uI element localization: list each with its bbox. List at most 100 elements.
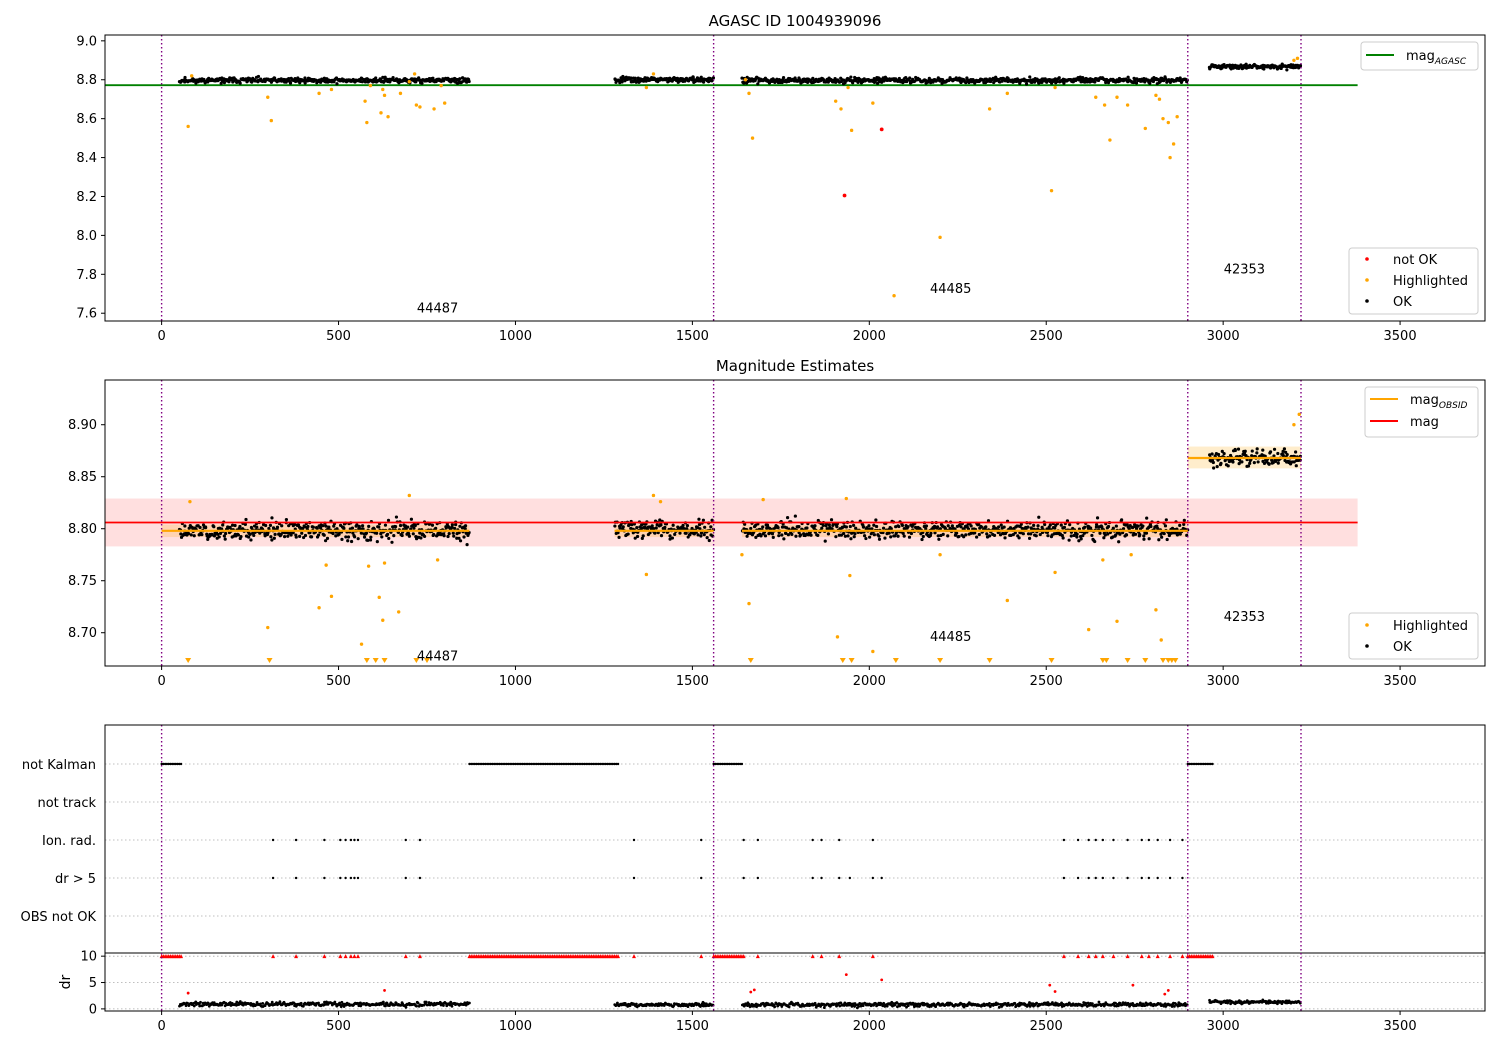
magest-ok-point bbox=[941, 532, 945, 536]
agasc-ok-point bbox=[381, 75, 385, 79]
magest-ok-point bbox=[618, 526, 622, 530]
magest-ok-point bbox=[1231, 460, 1235, 464]
not-kalman-flag-point bbox=[544, 762, 547, 766]
not-kalman-flag-point bbox=[521, 762, 524, 766]
magest-ok-point bbox=[1211, 460, 1215, 465]
magest-ok-point bbox=[1294, 464, 1298, 468]
not-kalman-flag-point bbox=[1198, 762, 1202, 766]
dr-y-tick-label: 5 bbox=[89, 976, 97, 991]
dr-gt-5-flag-point bbox=[344, 876, 347, 880]
agasc-highlighted-point bbox=[1108, 138, 1112, 142]
magest-ok-point bbox=[375, 540, 379, 544]
magest-ok-point bbox=[936, 534, 940, 538]
not-kalman-flag-point bbox=[516, 762, 519, 766]
flags-x-tick-label: 3000 bbox=[1207, 1019, 1240, 1034]
magest-ok-point bbox=[362, 535, 367, 539]
dr-ok-point bbox=[997, 1005, 1001, 1009]
agasc-highlighted-point bbox=[269, 118, 274, 123]
dr-capped-marker bbox=[1155, 954, 1160, 959]
magest-ok-point bbox=[368, 538, 373, 542]
dr-gt-5-flag-point bbox=[356, 876, 360, 880]
ion-rad-flag-point bbox=[356, 838, 360, 842]
dr-gt-5-flag-point bbox=[1076, 876, 1080, 880]
magest-highlighted-point bbox=[1297, 412, 1301, 417]
not-kalman-flag-point bbox=[1188, 762, 1191, 766]
magest-ok-point bbox=[322, 533, 326, 537]
agasc-ok-point bbox=[690, 78, 694, 82]
magest-ok-point bbox=[784, 531, 788, 535]
magest-ok-point bbox=[1106, 532, 1110, 536]
offscale-low-marker bbox=[1124, 658, 1131, 663]
magest-ok-point bbox=[1062, 525, 1067, 529]
magest-ok-point bbox=[390, 540, 394, 544]
ion-rad-flag-point bbox=[344, 838, 347, 842]
magest-ok-point bbox=[710, 518, 714, 522]
dr-ok-point bbox=[1005, 1004, 1009, 1007]
dr-gt-5-flag-point bbox=[1094, 876, 1097, 880]
magest-ok-point bbox=[809, 533, 813, 537]
not-kalman-flag-point bbox=[531, 762, 535, 766]
magest-ok-point bbox=[617, 535, 621, 539]
not-kalman-flag-point bbox=[1209, 762, 1212, 766]
magest-ok-point bbox=[1118, 532, 1122, 536]
dr-ok-point bbox=[199, 1000, 202, 1004]
agasc-ok-point bbox=[420, 81, 424, 85]
magest-y-tick-label: 8.85 bbox=[68, 470, 97, 485]
agasc-x-tick-label: 0 bbox=[157, 329, 165, 344]
magest-ok-point bbox=[823, 539, 827, 543]
dr-gt-5-flag-point bbox=[848, 876, 852, 880]
not-kalman-flag-point bbox=[717, 762, 721, 766]
not-kalman-flag-point bbox=[592, 762, 595, 766]
not-kalman-flag-point bbox=[528, 762, 531, 766]
magest-ok-point bbox=[681, 523, 685, 528]
dr-capped-marker bbox=[352, 954, 357, 959]
not-kalman-flag-point bbox=[537, 762, 540, 766]
not-kalman-flag-point bbox=[613, 762, 616, 766]
magest-ok-point bbox=[1121, 527, 1126, 531]
offscale-low-marker bbox=[848, 658, 855, 663]
magest-ok-point bbox=[1134, 532, 1138, 536]
dr-capped-marker bbox=[1061, 954, 1066, 959]
magest-ok-point bbox=[896, 534, 900, 538]
not-kalman-flag-point bbox=[593, 762, 597, 766]
magest-ok-point bbox=[412, 526, 416, 530]
magest-ok-point bbox=[392, 533, 396, 538]
magest-ok-point bbox=[324, 524, 328, 528]
not-kalman-flag-point bbox=[160, 762, 163, 766]
magest-ok-point bbox=[633, 536, 637, 540]
agasc-y-tick-label: 8.6 bbox=[76, 112, 97, 127]
magest-ok-point bbox=[877, 537, 882, 541]
magest-highlighted-point bbox=[377, 595, 381, 600]
agasc-highlighted-point bbox=[368, 83, 373, 88]
not-kalman-flag-point bbox=[471, 762, 475, 766]
magest-ok-point bbox=[1117, 540, 1121, 544]
magest-ok-point bbox=[302, 535, 306, 540]
magest-ok-point bbox=[216, 532, 220, 536]
dr-ok-point bbox=[1131, 1002, 1135, 1005]
magest-ok-point bbox=[663, 525, 667, 529]
not-kalman-flag-point bbox=[604, 762, 607, 766]
magest-highlighted-point bbox=[188, 499, 192, 504]
not-kalman-flag-point bbox=[501, 762, 505, 766]
agasc-ok-point bbox=[414, 80, 418, 84]
dr-y-tick-label: 0 bbox=[89, 1002, 97, 1017]
ion-rad-flag-point bbox=[323, 838, 326, 842]
agasc-ok-point bbox=[1024, 82, 1029, 86]
magest-y-tick-label: 8.75 bbox=[68, 574, 97, 589]
magest-ok-point bbox=[1003, 536, 1007, 540]
agasc-ok-point bbox=[183, 75, 187, 80]
not-kalman-flag-point bbox=[602, 762, 606, 766]
magest-bottom-legend-dot-swatch bbox=[1365, 644, 1369, 648]
dr-not-ok-point bbox=[880, 978, 884, 982]
magest-ok-point bbox=[946, 534, 950, 538]
magest-ok-point bbox=[1094, 525, 1099, 529]
not-kalman-flag-point bbox=[473, 762, 476, 766]
agasc-y-tick-label: 8.0 bbox=[76, 229, 97, 244]
magest-ok-point bbox=[224, 531, 228, 536]
magest-x-tick-label: 1500 bbox=[676, 674, 709, 689]
magest-ok-point bbox=[1114, 524, 1118, 528]
agasc-highlighted-point bbox=[1094, 95, 1098, 99]
agasc-highlighted-point bbox=[750, 136, 755, 140]
magest-ok-point bbox=[452, 534, 456, 538]
magest-ok-point bbox=[1103, 533, 1107, 537]
